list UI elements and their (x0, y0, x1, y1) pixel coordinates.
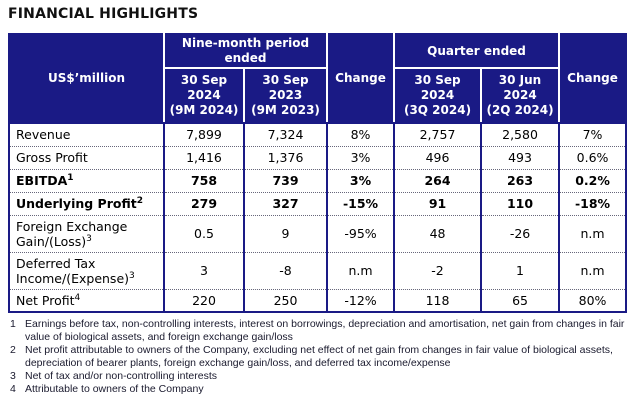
table-cell: 48 (393, 214, 483, 252)
table-cell: 65 (480, 288, 561, 312)
table-cell: 493 (480, 145, 561, 169)
table-cell: 3% (326, 168, 396, 192)
table-cell: 0.2% (558, 168, 628, 192)
table-cell: 110 (480, 191, 561, 215)
table-cell: 1,376 (242, 145, 329, 169)
table-cell: 118 (393, 288, 483, 312)
row-label: Underlying Profit2 (8, 191, 165, 215)
table-row-ebitda: EBITDA1 758 739 3% 264 263 0.2% (8, 168, 628, 192)
footnote-1: 1 Earnings before tax, non-controlling i… (10, 318, 626, 344)
table-row-underlying-profit: Underlying Profit2 279 327 -15% 91 110 -… (8, 191, 628, 215)
footnote-2: 2 Net profit attributable to owners of t… (10, 344, 626, 370)
col-3q-2024-header: 30 Sep 2024 (3Q 2024) (393, 67, 483, 124)
financial-highlights-table: US$’million Nine-month period ended Chan… (8, 33, 628, 313)
table-cell: 758 (163, 168, 245, 192)
footnotes-section: 1 Earnings before tax, non-controlling i… (10, 318, 626, 396)
table-cell: n.m (558, 214, 628, 252)
table-cell: -15% (326, 191, 396, 215)
page-title: FINANCIAL HIGHLIGHTS (8, 6, 199, 22)
col-9m-2024-header: 30 Sep 2024 (9M 2024) (163, 67, 245, 124)
table-cell: -26 (480, 214, 561, 252)
table-cell: n.m (326, 251, 396, 289)
table-cell: 0.6% (558, 145, 628, 169)
table-cell: 2,580 (480, 122, 561, 146)
table-cell: 264 (393, 168, 483, 192)
table-cell: 3% (326, 145, 396, 169)
change-nine-month-header: Change (326, 33, 396, 124)
table-cell: 3 (163, 251, 245, 289)
footnote-number: 1 (10, 318, 16, 330)
table-row-revenue: Revenue 7,899 7,324 8% 2,757 2,580 7% (8, 122, 628, 146)
table-cell: 1 (480, 251, 561, 289)
header-group-row: US$’million Nine-month period ended Chan… (8, 33, 628, 124)
col-2q-2024-header: 30 Jun 2024 (2Q 2024) (480, 67, 561, 124)
footnote-number: 3 (10, 370, 16, 382)
table-cell: 0.5 (163, 214, 245, 252)
table-cell: 327 (242, 191, 329, 215)
footnote-text: Net profit attributable to owners of the… (25, 344, 613, 369)
row-label: Deferred Tax Income/(Expense)3 (8, 251, 165, 289)
footnote-3: 3 Net of tax and/or non-controlling inte… (10, 370, 626, 383)
table-header: US$’million Nine-month period ended Chan… (8, 33, 628, 124)
group-nine-month-header: Nine-month period ended (162, 33, 329, 69)
table-cell: -8 (242, 251, 329, 289)
row-label: Foreign Exchange Gain/(Loss)3 (8, 214, 165, 252)
table-cell: 7% (558, 122, 628, 146)
row-label: Net Profit4 (8, 288, 165, 312)
table-cell: 7,899 (163, 122, 245, 146)
table-cell: 739 (242, 168, 329, 192)
table-cell: 9 (242, 214, 329, 252)
change-quarter-header: Change (558, 33, 628, 124)
table-body: Revenue 7,899 7,324 8% 2,757 2,580 7% Gr… (8, 122, 628, 312)
table-cell: 263 (480, 168, 561, 192)
table-cell: -95% (326, 214, 396, 252)
group-quarter-header: Quarter ended (393, 33, 561, 69)
footnote-text: Earnings before tax, non-controlling int… (25, 318, 625, 343)
table-cell: 7,324 (242, 122, 329, 146)
footnote-4: 4 Attributable to owners of the Company (10, 383, 626, 396)
table-cell: n.m (558, 251, 628, 289)
table-cell: 279 (163, 191, 245, 215)
table-cell: 2,757 (393, 122, 483, 146)
footnote-text: Net of tax and/or non-controlling intere… (25, 370, 218, 382)
table-cell: -2 (393, 251, 483, 289)
table-cell: 496 (393, 145, 483, 169)
table-cell: 8% (326, 122, 396, 146)
col-9m-2023-header: 30 Sep 2023 (9M 2023) (242, 67, 329, 124)
footnote-number: 2 (10, 344, 16, 356)
table-cell: -12% (326, 288, 396, 312)
table-cell: 220 (163, 288, 245, 312)
table-cell: 250 (242, 288, 329, 312)
footnote-number: 4 (10, 383, 16, 395)
table-cell: 80% (558, 288, 628, 312)
table-row-gross-profit: Gross Profit 1,416 1,376 3% 496 493 0.6% (8, 145, 628, 169)
table-cell: -18% (558, 191, 628, 215)
row-label: EBITDA1 (8, 168, 165, 192)
footnote-text: Attributable to owners of the Company (25, 383, 204, 395)
table-row-deferred-tax: Deferred Tax Income/(Expense)3 3 -8 n.m … (8, 251, 628, 289)
row-label: Revenue (8, 122, 165, 146)
row-label: Gross Profit (8, 145, 165, 169)
table-cell: 1,416 (163, 145, 245, 169)
table-cell: 91 (393, 191, 483, 215)
unit-label-header: US$’million (8, 33, 165, 124)
table-row-net-profit: Net Profit4 220 250 -12% 118 65 80% (8, 288, 628, 312)
header-date-row: 30 Sep 2024 (9M 2024) 30 Sep 2023 (9M 20… (9, 67, 626, 124)
table-row-foreign-exchange: Foreign Exchange Gain/(Loss)3 0.5 9 -95%… (8, 214, 628, 252)
